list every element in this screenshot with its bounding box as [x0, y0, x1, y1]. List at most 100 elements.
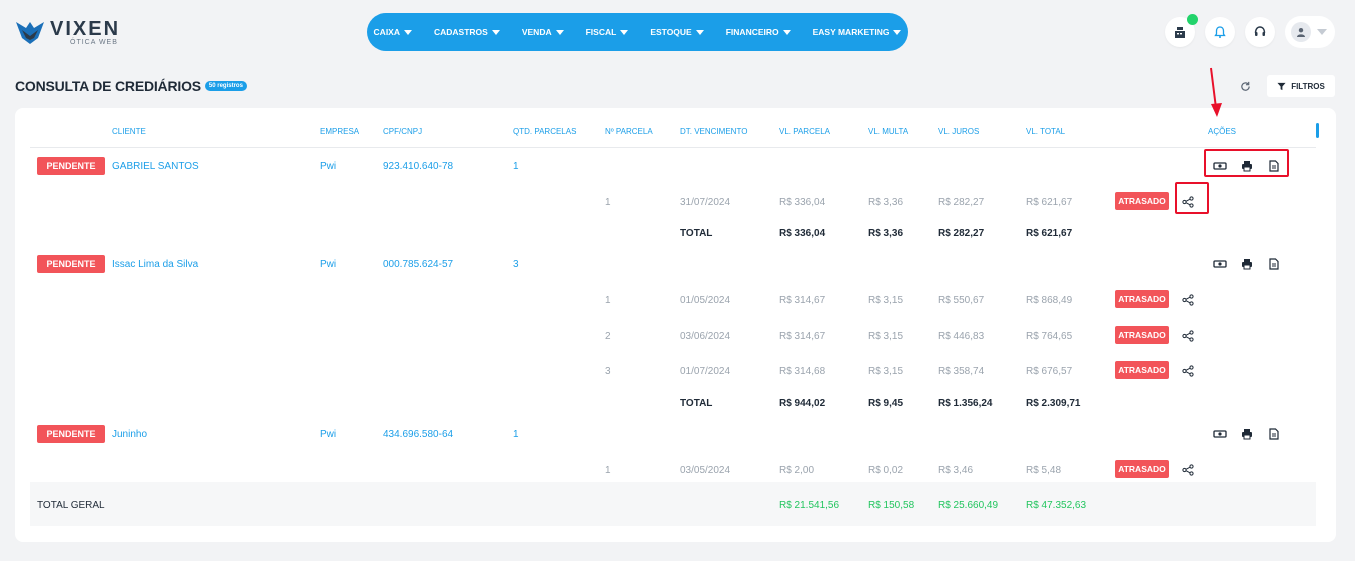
- receive-payment-button[interactable]: [1212, 256, 1228, 272]
- print-button[interactable]: [1239, 158, 1255, 174]
- support-icon: [1254, 26, 1266, 36]
- print-icon: [1242, 161, 1252, 172]
- notifications-button[interactable]: [1205, 17, 1235, 47]
- nav-label: EASY MARKETING: [812, 27, 890, 37]
- cash-register-icon: [1175, 27, 1185, 38]
- filters-button[interactable]: FILTROS: [1267, 75, 1335, 97]
- status-dot: [1187, 14, 1198, 25]
- status-badge-atrasado: ATRASADO: [1115, 326, 1169, 344]
- status-badge-atrasado: ATRASADO: [1115, 361, 1169, 379]
- vl-total: R$ 621,67: [1026, 197, 1073, 208]
- print-button[interactable]: [1239, 426, 1255, 442]
- nav-financeiro[interactable]: FINANCEIRO: [715, 27, 802, 37]
- nav-fiscal[interactable]: FISCAL: [575, 27, 640, 37]
- header-cpf[interactable]: CPF/CNPJ: [383, 127, 423, 136]
- vencimento: 31/07/2024: [680, 197, 731, 208]
- vl-parcela: R$ 314,67: [779, 295, 826, 306]
- share-button[interactable]: [1180, 292, 1196, 308]
- refresh-button[interactable]: [1233, 75, 1257, 97]
- status-badge-atrasado: ATRASADO: [1115, 460, 1169, 478]
- total-juros: R$ 1.356,24: [938, 398, 993, 409]
- header-qtd-parcelas[interactable]: QTD. PARCELAS: [513, 127, 577, 136]
- header-vl-multa[interactable]: VL. MULTA: [868, 127, 909, 136]
- brand-subtitle: ÓTICA WEB: [70, 38, 118, 46]
- document-button[interactable]: [1266, 426, 1282, 442]
- header-n-parcela[interactable]: Nº PARCELA: [605, 127, 653, 136]
- money-icon: [1213, 162, 1227, 170]
- share-button[interactable]: [1180, 462, 1196, 478]
- n-parcela: 3: [605, 366, 611, 377]
- grand-total-row: [30, 482, 1316, 526]
- nav-label: FISCAL: [585, 27, 617, 37]
- grand-total-parcela: R$ 21.541,56: [779, 500, 840, 511]
- header-vl-parcela[interactable]: VL. PARCELA: [779, 127, 830, 136]
- vl-juros: R$ 282,27: [938, 197, 985, 208]
- page-title: CONSULTA DE CREDIÁRIOS: [15, 78, 201, 94]
- nav-venda[interactable]: VENDA: [511, 27, 575, 37]
- total-juros: R$ 282,27: [938, 228, 985, 239]
- nav-label: FINANCEIRO: [725, 27, 779, 37]
- cliente-name[interactable]: Juninho: [112, 429, 148, 440]
- records-count-badge: 50 registros: [204, 81, 247, 91]
- document-button[interactable]: [1266, 158, 1282, 174]
- header-empresa[interactable]: EMPRESA: [320, 127, 360, 136]
- print-icon: [1242, 429, 1252, 440]
- print-icon: [1242, 259, 1252, 270]
- vl-parcela: R$ 314,68: [779, 366, 826, 377]
- chevron-down-icon: [1317, 29, 1327, 35]
- filters-label: FILTROS: [1291, 81, 1325, 91]
- total-multa: R$ 3,36: [868, 228, 904, 239]
- total-total: R$ 621,67: [1026, 228, 1073, 239]
- share-button[interactable]: [1180, 194, 1196, 210]
- n-parcela: 1: [605, 197, 611, 208]
- receive-payment-button[interactable]: [1212, 158, 1228, 174]
- cliente-name[interactable]: GABRIEL SANTOS: [112, 161, 199, 172]
- nav-caixa[interactable]: CAIXA: [363, 27, 423, 37]
- status-badge-pendente: PENDENTE: [37, 157, 105, 175]
- n-parcela: 2: [605, 331, 611, 342]
- vencimento: 03/05/2024: [680, 465, 731, 476]
- cliente-name[interactable]: Issac Lima da Silva: [112, 259, 199, 270]
- share-icon: [1182, 464, 1194, 476]
- share-button[interactable]: [1180, 328, 1196, 344]
- refresh-icon: [1240, 81, 1250, 91]
- receive-payment-button[interactable]: [1212, 426, 1228, 442]
- nav-label: ESTOQUE: [650, 27, 692, 37]
- grand-total-label: TOTAL GERAL: [37, 500, 105, 511]
- print-button[interactable]: [1239, 256, 1255, 272]
- header-vl-total[interactable]: VL. TOTAL: [1026, 127, 1066, 136]
- header-actions: [1165, 14, 1335, 48]
- filter-icon: [1277, 82, 1286, 90]
- n-parcela: 1: [605, 295, 611, 306]
- status-badge-atrasado: ATRASADO: [1115, 290, 1169, 308]
- user-menu[interactable]: [1285, 16, 1335, 48]
- total-total: R$ 2.309,71: [1026, 398, 1081, 409]
- header-vencimento[interactable]: DT. VENCIMENTO: [680, 127, 748, 136]
- cash-register-button[interactable]: [1165, 14, 1198, 47]
- nav-estoque[interactable]: ESTOQUE: [639, 27, 714, 37]
- brand-logo[interactable]: VIXEN ÓTICA WEB: [14, 18, 120, 46]
- vl-multa: R$ 3,15: [868, 295, 904, 306]
- cpf: 434.696.580-64: [383, 429, 454, 440]
- scrollbar[interactable]: [1316, 123, 1319, 138]
- qtd-parcelas: 1: [513, 429, 519, 440]
- header-cliente[interactable]: CLIENTE: [112, 127, 146, 136]
- vl-juros: R$ 3,46: [938, 465, 974, 476]
- vl-juros: R$ 358,74: [938, 366, 985, 377]
- vl-total: R$ 676,57: [1026, 366, 1073, 377]
- status-badge-pendente: PENDENTE: [37, 425, 105, 443]
- share-icon: [1182, 294, 1194, 306]
- chevron-down-icon: [620, 29, 629, 35]
- share-button[interactable]: [1180, 363, 1196, 379]
- vencimento: 03/06/2024: [680, 331, 731, 342]
- header-vl-juros[interactable]: VL. JUROS: [938, 127, 980, 136]
- document-button[interactable]: [1266, 256, 1282, 272]
- share-icon: [1182, 330, 1194, 342]
- document-icon: [1269, 160, 1279, 172]
- total-label: TOTAL: [680, 398, 713, 409]
- vl-total: R$ 5,48: [1026, 465, 1062, 476]
- nav-easy-marketing[interactable]: EASY MARKETING: [802, 27, 913, 37]
- support-button[interactable]: [1245, 17, 1275, 47]
- nav-cadastros[interactable]: CADASTROS: [423, 27, 511, 37]
- empresa: Pwi: [320, 429, 337, 440]
